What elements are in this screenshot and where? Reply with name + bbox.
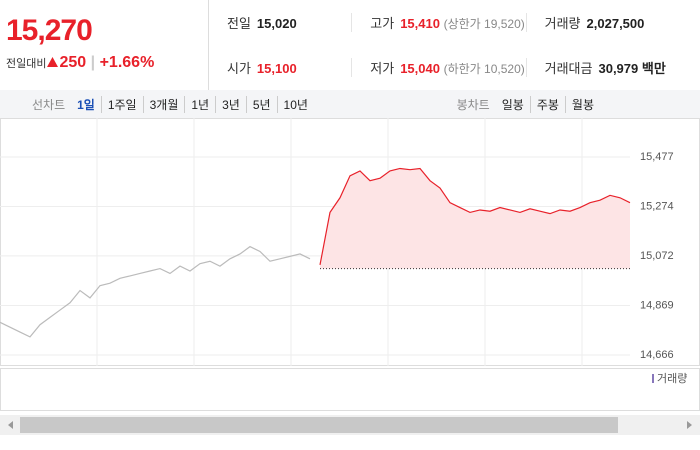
tab[interactable]: 1년	[184, 95, 215, 113]
scroll-left[interactable]	[8, 421, 13, 429]
y-tick-label: 15,072	[640, 250, 674, 262]
tab[interactable]: 3년	[215, 95, 246, 113]
info-cell: 거래대금 30,979 백만	[525, 58, 700, 77]
volume-legend: 거래량	[657, 372, 687, 385]
info-cell: 전일 15,020	[209, 13, 351, 32]
tab[interactable]: 1주일	[100, 95, 143, 113]
tab[interactable]: 10년	[276, 95, 314, 113]
info-label: 거래량	[544, 16, 581, 31]
info-value: 15,020	[256, 16, 297, 31]
info-value: 15,410	[400, 16, 440, 31]
tab[interactable]: 주봉	[529, 95, 565, 113]
info-cell: 고가 15,410 (상한가 19,520)	[351, 13, 525, 32]
volume-panel	[0, 368, 700, 411]
scroll-right[interactable]	[687, 421, 692, 429]
y-tick-label: 14,666	[640, 349, 674, 361]
tab-bar: 선차트 1일 1주일 3개월 1년 3년 5년 10년 봉차트 일봉 주봉 월봉	[0, 90, 700, 119]
y-tick-label: 14,869	[640, 299, 674, 311]
area	[320, 168, 630, 269]
change-value: 250	[59, 54, 87, 71]
price-line	[319, 167, 631, 266]
info-cell: 거래량 2,027,500	[525, 13, 700, 32]
info-value: 30,979 백만	[598, 61, 666, 76]
tab[interactable]: 일봉	[501, 97, 524, 112]
info-value: 2,027,500	[586, 16, 645, 31]
info-value: 15,100	[256, 61, 297, 76]
y-tick-label: 15,274	[640, 200, 674, 212]
up-arrow	[47, 57, 59, 67]
info-label: 전일	[227, 16, 251, 31]
info-cell: 시가 15,100	[209, 58, 351, 77]
tab[interactable]: 5년	[245, 95, 277, 113]
info-row: 전일 15,020 고가 15,410 (상한가 19,520) 거래량 2,027,50…	[209, 0, 700, 45]
tab-heading: 봉차트	[456, 97, 490, 112]
info-label: 고가	[370, 16, 395, 31]
tab-heading: 선차트	[32, 97, 66, 112]
change-label: 전일대비	[6, 58, 47, 70]
y-tick-label: 15,477	[640, 151, 674, 163]
info-row: 시가 15,100 저가 15,040 (하한가 10,520) 거래대금 30,979 …	[209, 45, 700, 90]
info-extra: (상한가 19,520)	[443, 17, 525, 31]
info-label: 거래대금	[544, 61, 593, 76]
info-value: 15,040	[400, 61, 440, 76]
info-cell: 저가 15,040 (하한가 10,520)	[351, 58, 525, 77]
volume-legend-icon	[652, 374, 654, 383]
info-extra: (하한가 10,520)	[443, 62, 525, 76]
tab[interactable]: 3개월	[142, 95, 185, 113]
price-line	[0, 245, 311, 338]
change: 전일대비 250 | +1.66%	[6, 54, 155, 71]
info-label: 저가	[370, 61, 395, 76]
scroll-thumb[interactable]	[20, 417, 618, 433]
change-pct: +1.66%	[99, 54, 155, 71]
info-label: 시가	[227, 61, 251, 76]
header: 15,270 전일대비 250 | +1.66% 전일 15,020 고가 15,410…	[0, 0, 700, 91]
price: 15,270	[6, 14, 93, 47]
price-box: 15,270 전일대비 250 | +1.66%	[0, 0, 209, 90]
tab[interactable]: 1일	[77, 97, 95, 112]
tab[interactable]: 월봉	[564, 95, 600, 113]
chart: 14,666 14,869 15,072 15,274 15,477 거래량	[0, 118, 700, 435]
